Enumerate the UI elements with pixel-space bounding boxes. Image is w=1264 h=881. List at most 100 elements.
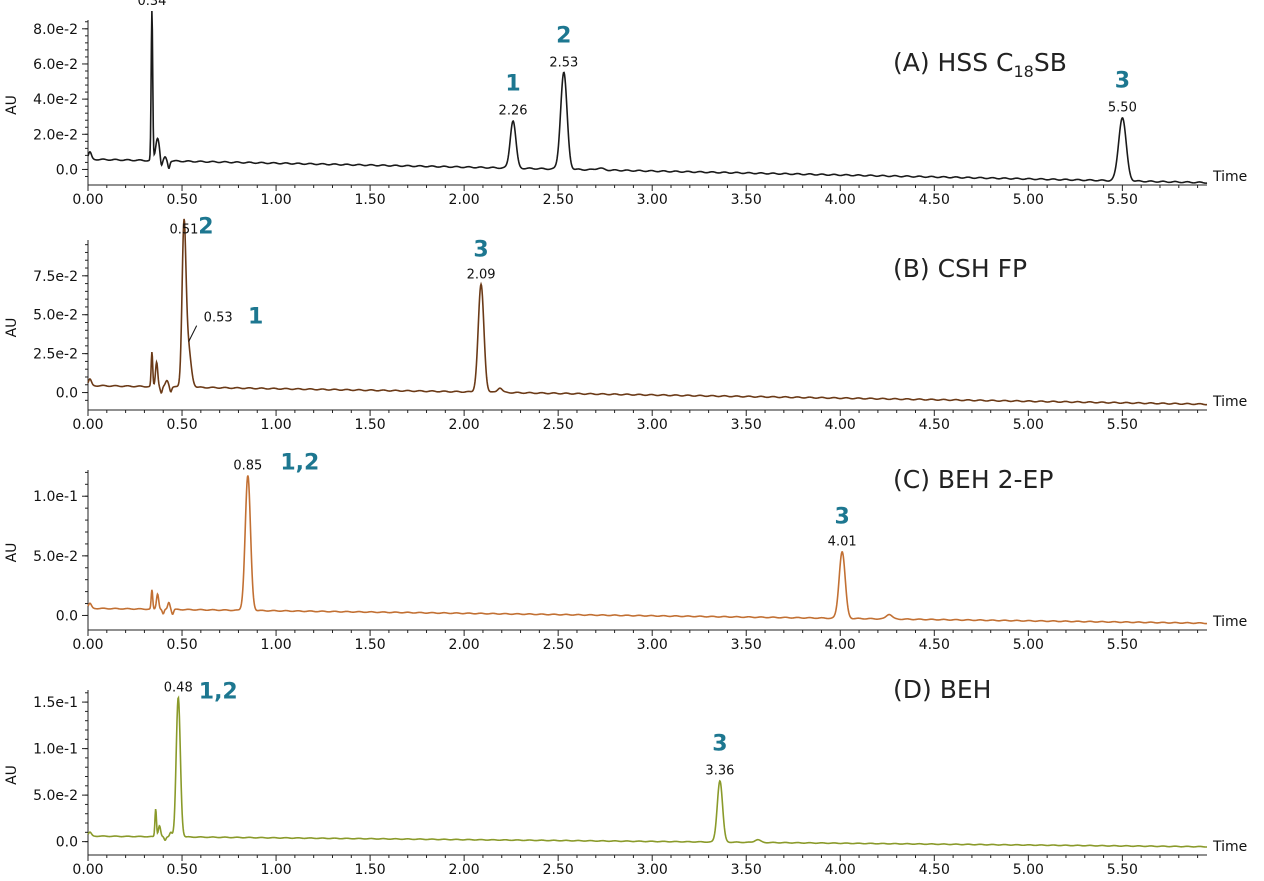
chromatogram-trace — [87, 218, 1208, 406]
x-tick-label: 4.50 — [919, 417, 950, 433]
x-tick-label: 1.00 — [260, 862, 291, 878]
x-tick-label: 5.00 — [1013, 192, 1044, 208]
x-tick-label: 0.00 — [72, 192, 103, 208]
x-tick-label: 0.00 — [72, 637, 103, 653]
panel-title: (B) CSH FP — [893, 254, 1027, 283]
x-tick-label: 5.50 — [1107, 637, 1138, 653]
y-axis-label: AU — [4, 95, 20, 115]
peak-number-label: 2 — [198, 214, 213, 239]
y-tick-label: 0.0 — [56, 386, 78, 402]
x-axis-label: Time — [1212, 169, 1247, 185]
peak-rt-label: 0.34 — [137, 0, 166, 9]
x-tick-label: 2.50 — [543, 192, 574, 208]
peak-rt-label: 2.53 — [549, 55, 578, 70]
chart-panel-d: 0.0 5.0e-2 1.0e-1 1.5e-1 AU 0.00 0.50 1.00 1.50 2… — [4, 675, 1247, 878]
x-tick-label: 1.50 — [355, 862, 386, 878]
peak-number-label: 3 — [834, 505, 849, 530]
x-tick-label: 4.00 — [825, 192, 856, 208]
peak-number-label: 2 — [556, 23, 571, 48]
x-tick-label: 3.00 — [637, 862, 668, 878]
x-tick-label: 1.50 — [355, 192, 386, 208]
y-tick-label: 2.5e-2 — [33, 347, 78, 363]
x-tick-label: 0.00 — [72, 417, 103, 433]
chromatogram-trace — [87, 10, 1208, 184]
x-tick-label: 4.50 — [919, 862, 950, 878]
x-tick-label: 2.00 — [449, 637, 480, 653]
panel-title: (C) BEH 2-EP — [893, 465, 1053, 494]
y-tick-label: 0.0 — [56, 835, 78, 851]
x-tick-label: 2.50 — [543, 637, 574, 653]
x-tick-label: 0.50 — [166, 417, 197, 433]
x-tick-label: 2.00 — [449, 862, 480, 878]
x-tick-label: 2.50 — [543, 417, 574, 433]
peak-number-label: 1 — [505, 72, 520, 97]
y-tick-label: 5.0e-2 — [33, 308, 78, 324]
peak-rt-label: 3.36 — [705, 764, 734, 779]
y-axis-label: AU — [4, 543, 20, 563]
y-tick-label: 7.5e-2 — [33, 269, 78, 285]
x-tick-label: 0.50 — [166, 192, 197, 208]
x-tick-label: 3.50 — [731, 192, 762, 208]
x-tick-label: 3.50 — [731, 637, 762, 653]
x-tick-label: 2.50 — [543, 862, 574, 878]
peak-rt-label: 0.48 — [164, 680, 193, 695]
x-axis-label: Time — [1212, 839, 1247, 855]
x-tick-label: 0.50 — [166, 637, 197, 653]
y-axis-label: AU — [4, 765, 20, 785]
peak-rt-label: 0.85 — [233, 459, 262, 474]
chart-panel-c: 0.0 5.0e-2 1.0e-1 AU 0.00 0.50 1.00 1.50 2.00 2.5… — [4, 451, 1247, 653]
peak-rt-label: 2.09 — [467, 268, 496, 283]
x-tick-label: 0.00 — [72, 862, 103, 878]
x-tick-label: 4.00 — [825, 862, 856, 878]
panel-title: (A) HSS C18SB — [893, 48, 1067, 81]
peak-number-label: 3 — [1115, 69, 1130, 94]
peak-rt-label: 0.53 — [204, 311, 233, 326]
x-tick-label: 3.00 — [637, 417, 668, 433]
y-tick-label: 1.5e-1 — [33, 695, 78, 711]
x-tick-label: 5.00 — [1013, 862, 1044, 878]
chromatogram-trace — [87, 695, 1208, 848]
x-tick-label: 3.50 — [731, 417, 762, 433]
peak-rt-label: 2.26 — [499, 104, 528, 119]
chart-panel-b: 0.0 2.5e-2 5.0e-2 7.5e-2 AU 0.00 0.50 1.00 1.50 2… — [4, 214, 1247, 433]
y-tick-label: 5.0e-2 — [33, 549, 78, 565]
x-tick-label: 5.50 — [1107, 417, 1138, 433]
peak-rt-label: 4.01 — [828, 535, 857, 550]
x-tick-label: 1.00 — [260, 192, 291, 208]
y-tick-label: 4.0e-2 — [33, 92, 78, 108]
y-tick-label: 8.0e-2 — [33, 22, 78, 38]
x-tick-label: 2.00 — [449, 192, 480, 208]
x-tick-label: 4.50 — [919, 192, 950, 208]
x-tick-label: 5.00 — [1013, 637, 1044, 653]
panel-title: (D) BEH — [893, 675, 991, 704]
y-tick-label: 0.0 — [56, 162, 78, 178]
x-tick-label: 2.00 — [449, 417, 480, 433]
x-tick-label: 1.00 — [260, 417, 291, 433]
peak-number-label: 1 — [248, 305, 263, 330]
peak-number-label: 3 — [473, 238, 488, 263]
x-tick-label: 3.00 — [637, 637, 668, 653]
x-axis-label: Time — [1212, 394, 1247, 410]
x-tick-label: 1.50 — [355, 417, 386, 433]
chart-panel-a: 0.0 2.0e-2 4.0e-2 6.0e-2 8.0e-2 AU 0.00 0.50 1.0… — [4, 0, 1247, 208]
x-tick-label: 1.00 — [260, 637, 291, 653]
x-tick-label: 5.50 — [1107, 192, 1138, 208]
peak-leader-line — [188, 325, 198, 342]
x-tick-label: 3.50 — [731, 862, 762, 878]
x-tick-label: 5.00 — [1013, 417, 1044, 433]
y-tick-label: 2.0e-2 — [33, 127, 78, 143]
peak-rt-label: 0.51 — [169, 222, 198, 237]
y-tick-label: 5.0e-2 — [33, 788, 78, 804]
x-tick-label: 1.50 — [355, 637, 386, 653]
y-tick-label: 1.0e-1 — [33, 742, 78, 758]
y-axis-label: AU — [4, 318, 20, 338]
x-tick-label: 0.50 — [166, 862, 197, 878]
x-tick-label: 4.50 — [919, 637, 950, 653]
x-tick-label: 4.00 — [825, 417, 856, 433]
peak-rt-label: 5.50 — [1108, 101, 1137, 116]
chromatogram-trace — [87, 475, 1208, 625]
x-tick-label: 4.00 — [825, 637, 856, 653]
x-tick-label: 5.50 — [1107, 862, 1138, 878]
peak-number-label: 1,2 — [199, 679, 238, 704]
